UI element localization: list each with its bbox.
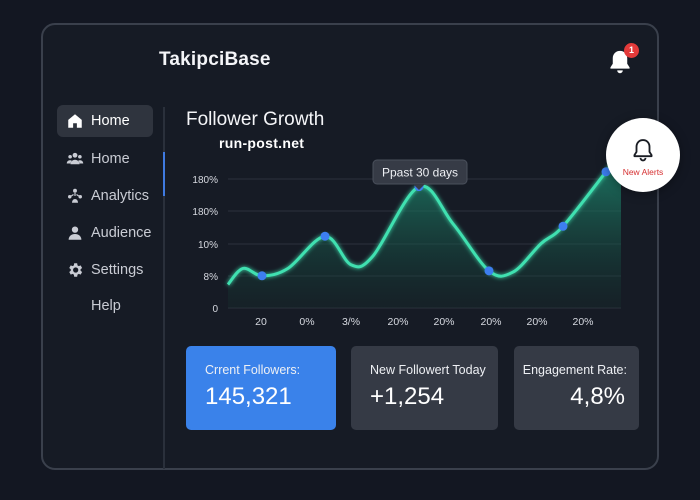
new-alerts-button[interactable]: New Alerts [606, 118, 680, 192]
x-tick-label: 20 [255, 316, 267, 328]
y-tick-label: 0 [212, 304, 218, 315]
data-point[interactable] [484, 266, 494, 276]
users-icon [66, 150, 84, 168]
app-window: TakipciBase 1 Home Home [41, 23, 680, 470]
bell-icon [633, 139, 653, 162]
chart-title: Follower Growth [186, 109, 325, 130]
gear-icon [66, 261, 84, 279]
current-followers-card: Crrent Followers: 145,321 [186, 346, 336, 430]
data-point[interactable] [257, 271, 267, 281]
sidebar-item-help[interactable]: Help [57, 290, 153, 322]
tooltip-text: Ppast 30 days [382, 166, 458, 180]
sidebar-item-home[interactable]: Home [57, 105, 153, 137]
sidebar-item-label: Audience [91, 225, 152, 241]
y-tick-label: 10% [198, 240, 218, 251]
data-point[interactable] [558, 221, 568, 231]
sidebar-item-label: Home [91, 113, 130, 129]
x-tick-label: 20% [433, 316, 454, 328]
analytics-icon [66, 187, 84, 205]
y-tick-label: 180% [192, 207, 218, 218]
sidebar-item-label: Help [91, 298, 121, 314]
current-followers-label: Crrent Followers: [205, 363, 301, 377]
chart-area-fill [228, 152, 621, 308]
x-tick-label: 20% [387, 316, 408, 328]
new-followers-today-card: New Followert Today +1,254 [351, 346, 498, 430]
app-title: TakipciBase [159, 49, 271, 70]
sidebar-item-label: Settings [91, 262, 144, 278]
sidebar-item-audience[interactable]: Audience [57, 217, 153, 249]
watermark-text: run-post.net [219, 135, 305, 151]
new-followers-today-value: +1,254 [370, 383, 445, 410]
current-followers-value: 145,321 [205, 383, 292, 410]
x-tick-label: 20% [526, 316, 547, 328]
data-point[interactable] [320, 231, 330, 241]
home-icon [66, 112, 84, 130]
notification-badge: 1 [624, 43, 639, 58]
x-tick-label: 0% [299, 316, 314, 328]
y-tick-label: 8% [204, 272, 219, 283]
sidebar-item-analytics[interactable]: Analytics [57, 180, 153, 212]
sidebar-item-settings[interactable]: Settings [57, 254, 153, 286]
y-tick-label: 180% [192, 175, 218, 186]
sidebar-item-home-2[interactable]: Home [57, 143, 153, 175]
sidebar-item-label: Home [91, 151, 130, 167]
x-tick-label: 20% [572, 316, 593, 328]
x-tick-label: 20% [480, 316, 501, 328]
x-tick-label: 3/% [342, 316, 360, 328]
new-alerts-label: New Alerts [622, 167, 664, 177]
engagement-rate-value: 4,8% [570, 383, 625, 410]
follower-growth-chart: 180% 180% 10% 8% 0 20 0% 3/% 20% 20% 20% 20% 20% Pp… [192, 151, 623, 328]
sidebar-item-label: Analytics [91, 188, 150, 204]
sidebar-divider [163, 107, 165, 469]
engagement-rate-card: Engagement Rate: 4,8% [514, 346, 639, 430]
engagement-rate-label: Engagement Rate: [522, 363, 627, 377]
new-followers-today-label: New Followert Today [370, 363, 486, 377]
person-icon [66, 224, 84, 242]
chart-tooltip: Ppast 30 days [372, 159, 468, 190]
sidebar: Home Home [57, 105, 165, 469]
sidebar-active-indicator [163, 152, 165, 196]
